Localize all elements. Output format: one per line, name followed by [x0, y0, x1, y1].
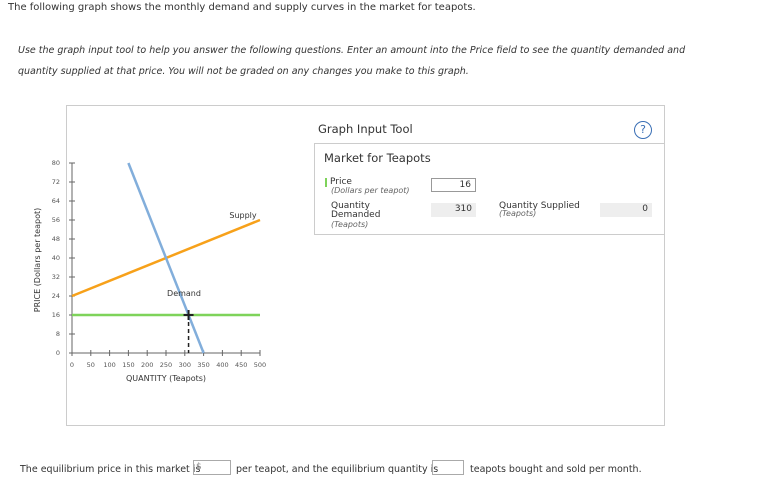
x-axis-label: QUANTITY (Teapots): [126, 374, 206, 383]
graph-panel: [66, 105, 665, 426]
y-tick-label: 8: [56, 330, 60, 338]
y-tick-label: 16: [52, 311, 60, 319]
qd-value: 310: [431, 203, 476, 217]
y-tick-label: 64: [52, 197, 60, 205]
price-label: Price: [330, 177, 352, 187]
qd-unit: (Teapots): [331, 220, 369, 229]
x-tick-label: 350: [197, 361, 209, 369]
tool-title: Graph Input Tool: [318, 122, 413, 136]
question-part1: The equilibrium price in this market is: [20, 464, 201, 475]
question-part2: per teapot, and the equilibrium quantity…: [236, 464, 439, 475]
y-tick-label: 32: [52, 273, 60, 281]
instructions: Use the graph input tool to help you ans…: [18, 45, 686, 77]
question-part3: teapots bought and sold per month.: [470, 464, 642, 475]
x-tick-label: 300: [179, 361, 191, 369]
price-input[interactable]: 16: [431, 178, 476, 192]
intro-text: The following graph shows the monthly de…: [8, 2, 476, 13]
tool-box: [314, 143, 664, 235]
x-tick-label: 50: [87, 361, 95, 369]
x-tick-label: 450: [235, 361, 247, 369]
price-swatch: [325, 178, 327, 187]
y-tick-label: 24: [52, 292, 60, 300]
curve: [127, 162, 205, 354]
qs-unit: (Teapots): [499, 209, 537, 218]
y-tick-label: 40: [52, 254, 60, 262]
qd-marker: [183, 310, 194, 320]
x-tick-label: 250: [160, 361, 172, 369]
curve-label: Supply: [229, 211, 257, 220]
qs-value: 0: [600, 203, 652, 217]
y-tick-label: 80: [52, 159, 60, 167]
y-axis-label: PRICE (Dollars per teapot): [33, 208, 42, 312]
y-tick-label: 48: [52, 235, 60, 243]
curve-label: Demand: [167, 289, 201, 298]
x-tick-label: 100: [103, 361, 115, 369]
y-tick-label: 0: [56, 349, 60, 357]
y-tick-label: 72: [52, 178, 60, 186]
x-tick-label: 150: [122, 361, 134, 369]
price-unit: (Dollars per teapot): [331, 186, 410, 195]
x-tick-label: 500: [254, 361, 266, 369]
help-button[interactable]: ?: [634, 121, 652, 139]
qs-label: Quantity Supplied: [499, 201, 580, 211]
x-tick-label: 0: [70, 361, 74, 369]
market-title: Market for Teapots: [324, 151, 431, 165]
x-tick-label: 200: [141, 361, 153, 369]
quantity-answer[interactable]: [432, 460, 464, 475]
price-answer[interactable]: $: [193, 460, 231, 475]
x-tick-label: 400: [216, 361, 228, 369]
y-tick-label: 56: [52, 216, 60, 224]
qd-label: Quantity Demanded: [331, 201, 381, 220]
